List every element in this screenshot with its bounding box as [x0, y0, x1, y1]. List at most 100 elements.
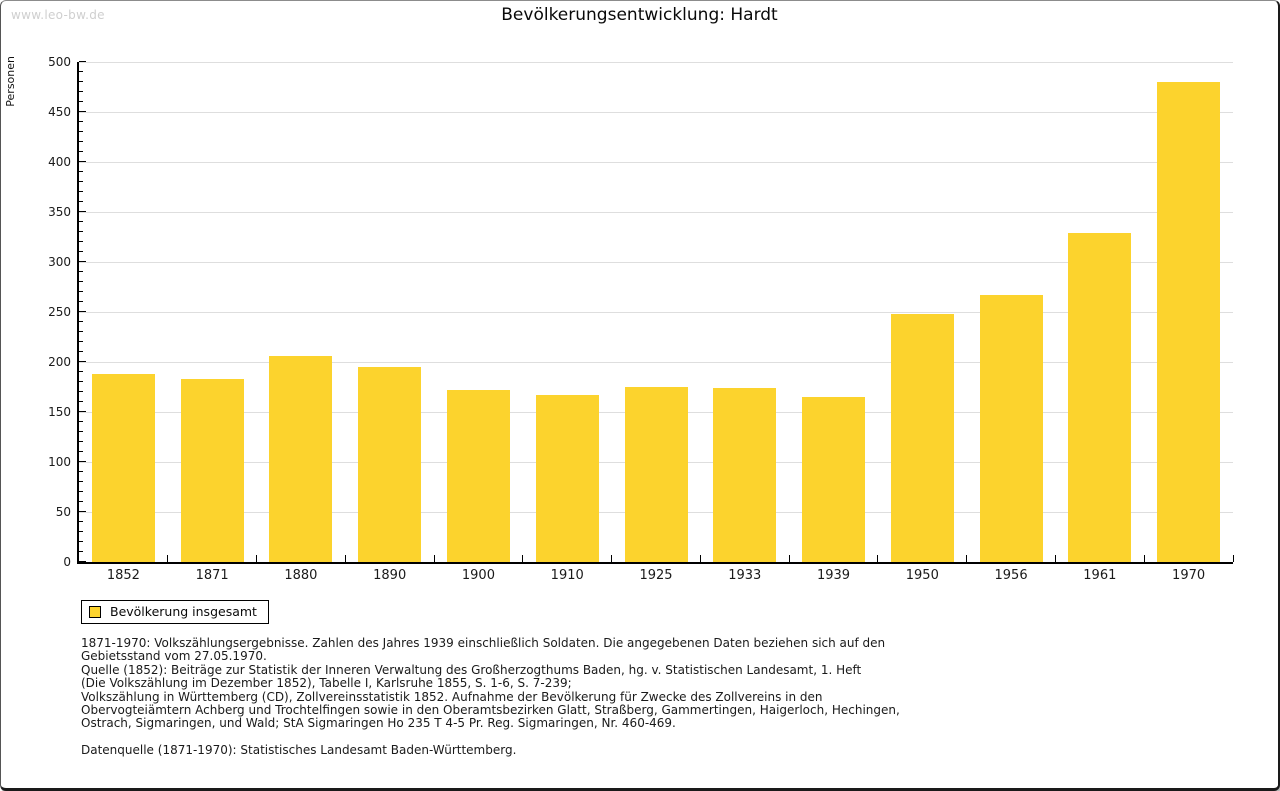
y-tick: [79, 521, 83, 522]
y-tick: [79, 241, 83, 242]
bar-1939: [802, 397, 866, 562]
x-category-label: 1871: [195, 568, 229, 583]
y-tick: [79, 361, 86, 362]
y-tick: [79, 111, 86, 112]
y-tick: [79, 501, 83, 502]
bar-1880: [269, 356, 333, 562]
y-tick: [79, 191, 83, 192]
y-tick-label: 100: [48, 455, 71, 469]
y-tick-label: 400: [48, 155, 71, 169]
y-tick: [79, 291, 83, 292]
x-category-label: 1933: [728, 568, 762, 583]
bar-1910: [535, 395, 599, 562]
y-tick: [79, 161, 86, 162]
footnote-line: 1871-1970: Volkszählungsergebnisse. Zahl…: [81, 636, 886, 650]
x-category-label: 1950: [905, 568, 939, 583]
chart-title: Bevölkerungsentwicklung: Hardt: [501, 5, 778, 25]
watermark-leo-bw: www.leo-bw.de: [11, 8, 105, 22]
footnote-line: Gebietsstand vom 27.05.1970.: [81, 649, 267, 664]
y-tick: [79, 341, 83, 342]
y-tick: [79, 491, 83, 492]
y-tick: [79, 371, 83, 372]
bar-1970: [1157, 82, 1221, 562]
y-tick: [79, 91, 83, 92]
x-tick: [966, 555, 968, 562]
y-tick: [79, 171, 83, 172]
footnote-line: Volkszählung in Württemberg (CD), Zollve…: [81, 689, 823, 704]
bar-1950: [890, 314, 954, 562]
x-axis-line: [77, 562, 1233, 564]
x-tick: [699, 555, 701, 562]
y-tick-label: 50: [55, 505, 71, 519]
bar-1925: [624, 387, 688, 562]
y-tick: [79, 311, 86, 312]
bar-1956: [979, 295, 1043, 562]
y-tick: [79, 81, 83, 82]
x-category-label: 1900: [461, 568, 495, 583]
y-tick-label: 450: [48, 105, 71, 119]
footnote-line: Ostrach, Sigmaringen, und Wald; StA Sigm…: [81, 716, 676, 731]
gridline: [79, 211, 1233, 213]
bar-1900: [446, 390, 510, 562]
y-tick: [79, 61, 86, 62]
x-tick: [522, 555, 524, 562]
y-tick: [79, 181, 83, 182]
gridline: [79, 111, 1233, 113]
y-tick: [79, 231, 83, 232]
bar-1961: [1068, 233, 1132, 562]
y-tick: [79, 481, 83, 482]
x-tick: [1143, 555, 1145, 562]
y-tick: [79, 301, 83, 302]
y-tick: [79, 381, 83, 382]
x-tick: [1232, 555, 1234, 562]
y-tick-label: 200: [48, 355, 71, 369]
footnote-line: Obervogteiämtern Achberg und Trochtelfin…: [81, 703, 900, 718]
y-axis-line: [77, 62, 79, 564]
y-tick: [79, 421, 83, 422]
footnote-line: (Die Volkszählung im Dezember 1852), Tab…: [81, 676, 572, 691]
y-tick: [79, 201, 83, 202]
x-tick: [167, 555, 169, 562]
y-tick-label: 300: [48, 255, 71, 269]
y-tick: [79, 211, 86, 212]
datasource-line: Datenquelle (1871-1970): Statistisches L…: [81, 742, 517, 757]
y-tick-label: 0: [63, 555, 71, 569]
y-tick-label: 500: [48, 55, 71, 69]
y-tick: [79, 321, 83, 322]
y-axis-title: Personen: [4, 56, 17, 107]
y-tick: [79, 561, 86, 562]
y-tick: [79, 271, 83, 272]
x-category-label: 1925: [639, 568, 673, 583]
bar-1852: [91, 374, 155, 562]
y-tick: [79, 541, 83, 542]
x-tick: [877, 555, 879, 562]
y-tick: [79, 131, 83, 132]
y-tick: [79, 461, 86, 462]
y-tick: [79, 401, 83, 402]
y-tick: [79, 71, 83, 72]
y-tick: [79, 141, 83, 142]
y-tick-label: 250: [48, 305, 71, 319]
y-tick-label: 150: [48, 405, 71, 419]
gridline: [79, 361, 1233, 363]
y-tick: [79, 351, 83, 352]
y-tick: [79, 531, 83, 532]
footnote-line: Quelle (1852): Beiträge zur Statistik de…: [81, 662, 862, 677]
x-tick: [788, 555, 790, 562]
y-tick: [79, 431, 83, 432]
x-category-label: 1961: [1083, 568, 1117, 583]
y-tick: [79, 441, 83, 442]
legend-swatch-icon: [89, 605, 101, 618]
legend-label: Bevölkerung insgesamt: [110, 604, 257, 619]
y-tick: [79, 151, 83, 152]
y-tick-label: 350: [48, 205, 71, 219]
y-tick: [79, 471, 83, 472]
y-tick: [79, 121, 83, 122]
x-category-label: 1880: [284, 568, 318, 583]
y-tick: [79, 511, 86, 512]
x-category-label: 1939: [816, 568, 851, 583]
bar-1890: [358, 367, 422, 562]
y-tick: [79, 551, 83, 552]
y-tick: [79, 281, 83, 282]
